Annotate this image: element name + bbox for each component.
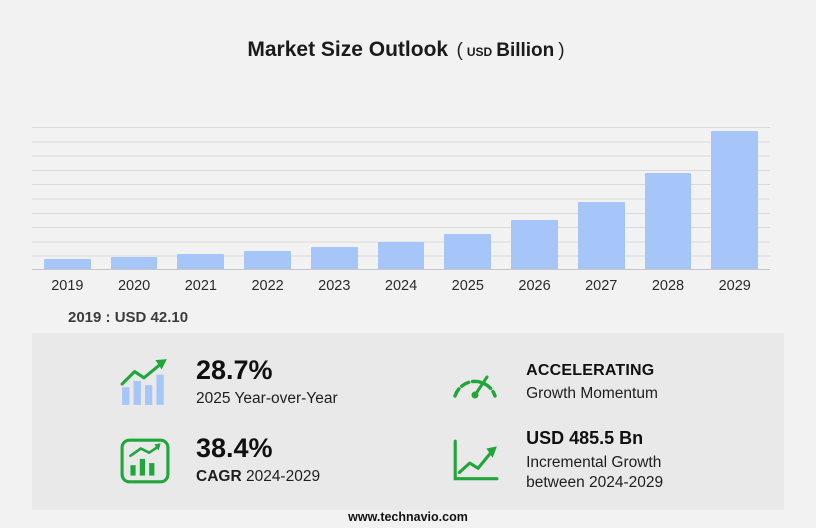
momentum-value: ACCELERATING [526,361,655,379]
bar-2019 [44,259,91,269]
market-size-bar-chart: 2019 2020 2021 2022 2023 2024 2025 2026 2027 2028… [32,127,770,294]
x-tick-label-2025: 2025 [451,278,484,294]
stat-cagr: 38.4% CAGR 2024-2029 [118,434,414,487]
yoy-label: 2025 Year-over-Year [196,389,338,407]
cagr-label-bold: CAGR [196,468,242,486]
stat-momentum: ACCELERATING Growth Momentum [414,361,776,404]
cagr-value: 38.4% [196,433,273,464]
base-year-annotation: 2019 : USD 42.10 [68,309,189,326]
bar-2024 [377,241,425,269]
stats-panel: 28.7% 2025 Year-over-Year ACCELERATING G… [32,333,784,510]
x-tick-label-2026: 2026 [518,278,551,294]
momentum-label: Growth Momentum [526,384,658,402]
incremental-value: USD 485.5 Bn [526,428,644,449]
incremental-label-line1: Incremental Growth [526,453,662,471]
bar-2022 [244,250,291,269]
title-paren-open: ( [456,40,463,61]
bar-2025 [444,233,492,269]
line-growth-icon [448,438,502,484]
cagr-label-range: 2024-2029 [245,468,321,486]
x-tick-label-2019: 2019 [51,278,84,294]
bar-2021 [177,254,225,269]
title-main: Market Size Outlook [247,38,449,61]
yoy-value: 28.7% [196,354,273,385]
bar-2028 [644,172,692,269]
x-tick-label-2020: 2020 [117,278,151,294]
incremental-label-line2: between 2024-2029 [526,474,664,492]
bar-growth-icon [118,359,172,406]
x-tick-label-2022: 2022 [251,278,284,294]
bar-2026 [511,220,558,269]
title-paren-close: ) [558,40,565,61]
bar-plot [32,127,770,270]
x-tick-label-2029: 2029 [718,278,751,294]
cagr-label: CAGR 2024-2029 [196,467,320,487]
title-unit-usd: USD [466,45,493,59]
bar-2029 [711,130,759,269]
x-tick-label-2023: 2023 [318,278,351,294]
website-url: www.technavio.com [348,510,468,524]
x-tick-label-2024: 2024 [384,278,418,294]
x-tick-label-2027: 2027 [585,278,618,294]
bar-2027 [577,201,625,269]
speedometer-icon [448,363,502,401]
x-axis-labels: 2019 2020 2021 2022 2023 2024 2025 2026 2027 2028… [32,278,770,294]
boxed-bars-icon [118,438,172,484]
title-unit-billion: Billion [496,40,555,61]
stat-incremental: USD 485.5 Bn Incremental Growth between … [414,428,776,493]
x-tick-label-2021: 2021 [184,278,217,294]
x-tick-label-2028: 2028 [651,278,685,294]
bar-2023 [310,246,358,269]
page-title: Market Size Outlook (USD Billion) [0,38,816,62]
bar-2020 [110,257,158,269]
stat-yoy: 28.7% 2025 Year-over-Year [118,354,414,409]
